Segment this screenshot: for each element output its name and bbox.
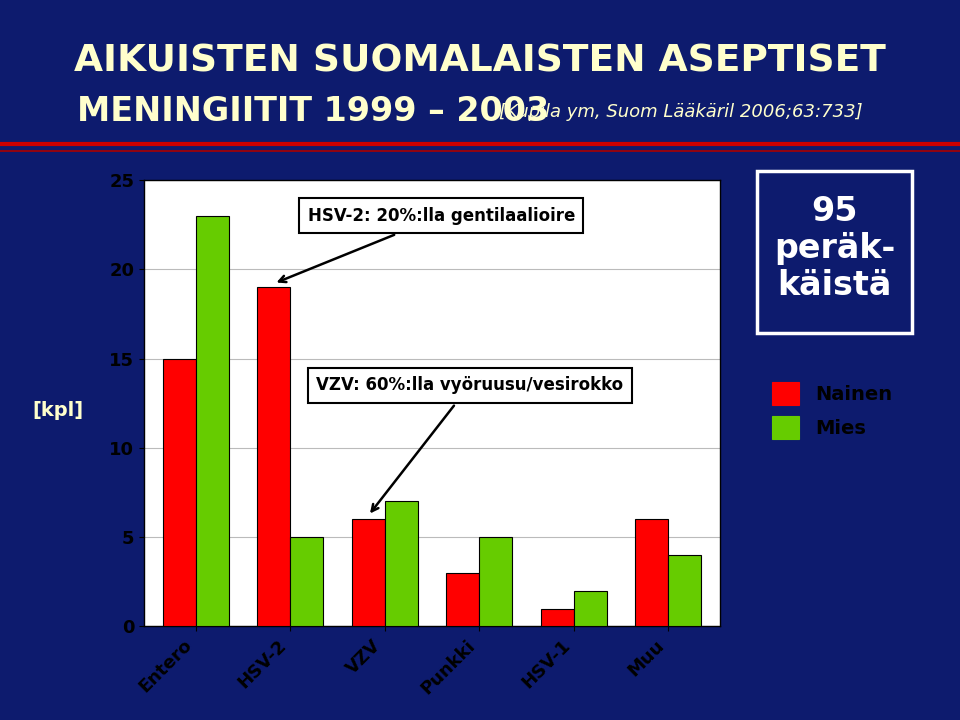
- Bar: [446, 573, 479, 626]
- Bar: [351, 519, 385, 626]
- Bar: [540, 608, 574, 626]
- Bar: [479, 537, 513, 626]
- Bar: [635, 519, 668, 626]
- FancyBboxPatch shape: [757, 171, 912, 333]
- Legend: Nainen, Mies: Nainen, Mies: [760, 371, 903, 450]
- Bar: [385, 501, 418, 626]
- Text: MENINGIITIT 1999 – 2003: MENINGIITIT 1999 – 2003: [77, 95, 549, 128]
- Text: VZV: 60%:lla vyöruusu/vesirokko: VZV: 60%:lla vyöruusu/vesirokko: [316, 377, 623, 511]
- Text: HSV-2: 20%:lla gentilaalioire: HSV-2: 20%:lla gentilaalioire: [279, 207, 575, 282]
- Text: AIKUISTEN SUOMALAISTEN ASEPTISET: AIKUISTEN SUOMALAISTEN ASEPTISET: [74, 43, 886, 79]
- Text: 95
peräk-
käistä: 95 peräk- käistä: [774, 195, 896, 302]
- Bar: [290, 537, 324, 626]
- Bar: [163, 359, 196, 626]
- Bar: [574, 590, 607, 626]
- Text: [kpl]: [kpl]: [32, 401, 84, 420]
- Bar: [257, 287, 290, 626]
- Text: [Kupila ym, Suom Lääkäril 2006;63:733]: [Kupila ym, Suom Lääkäril 2006;63:733]: [499, 102, 863, 120]
- Bar: [196, 216, 229, 626]
- Bar: [668, 555, 701, 626]
